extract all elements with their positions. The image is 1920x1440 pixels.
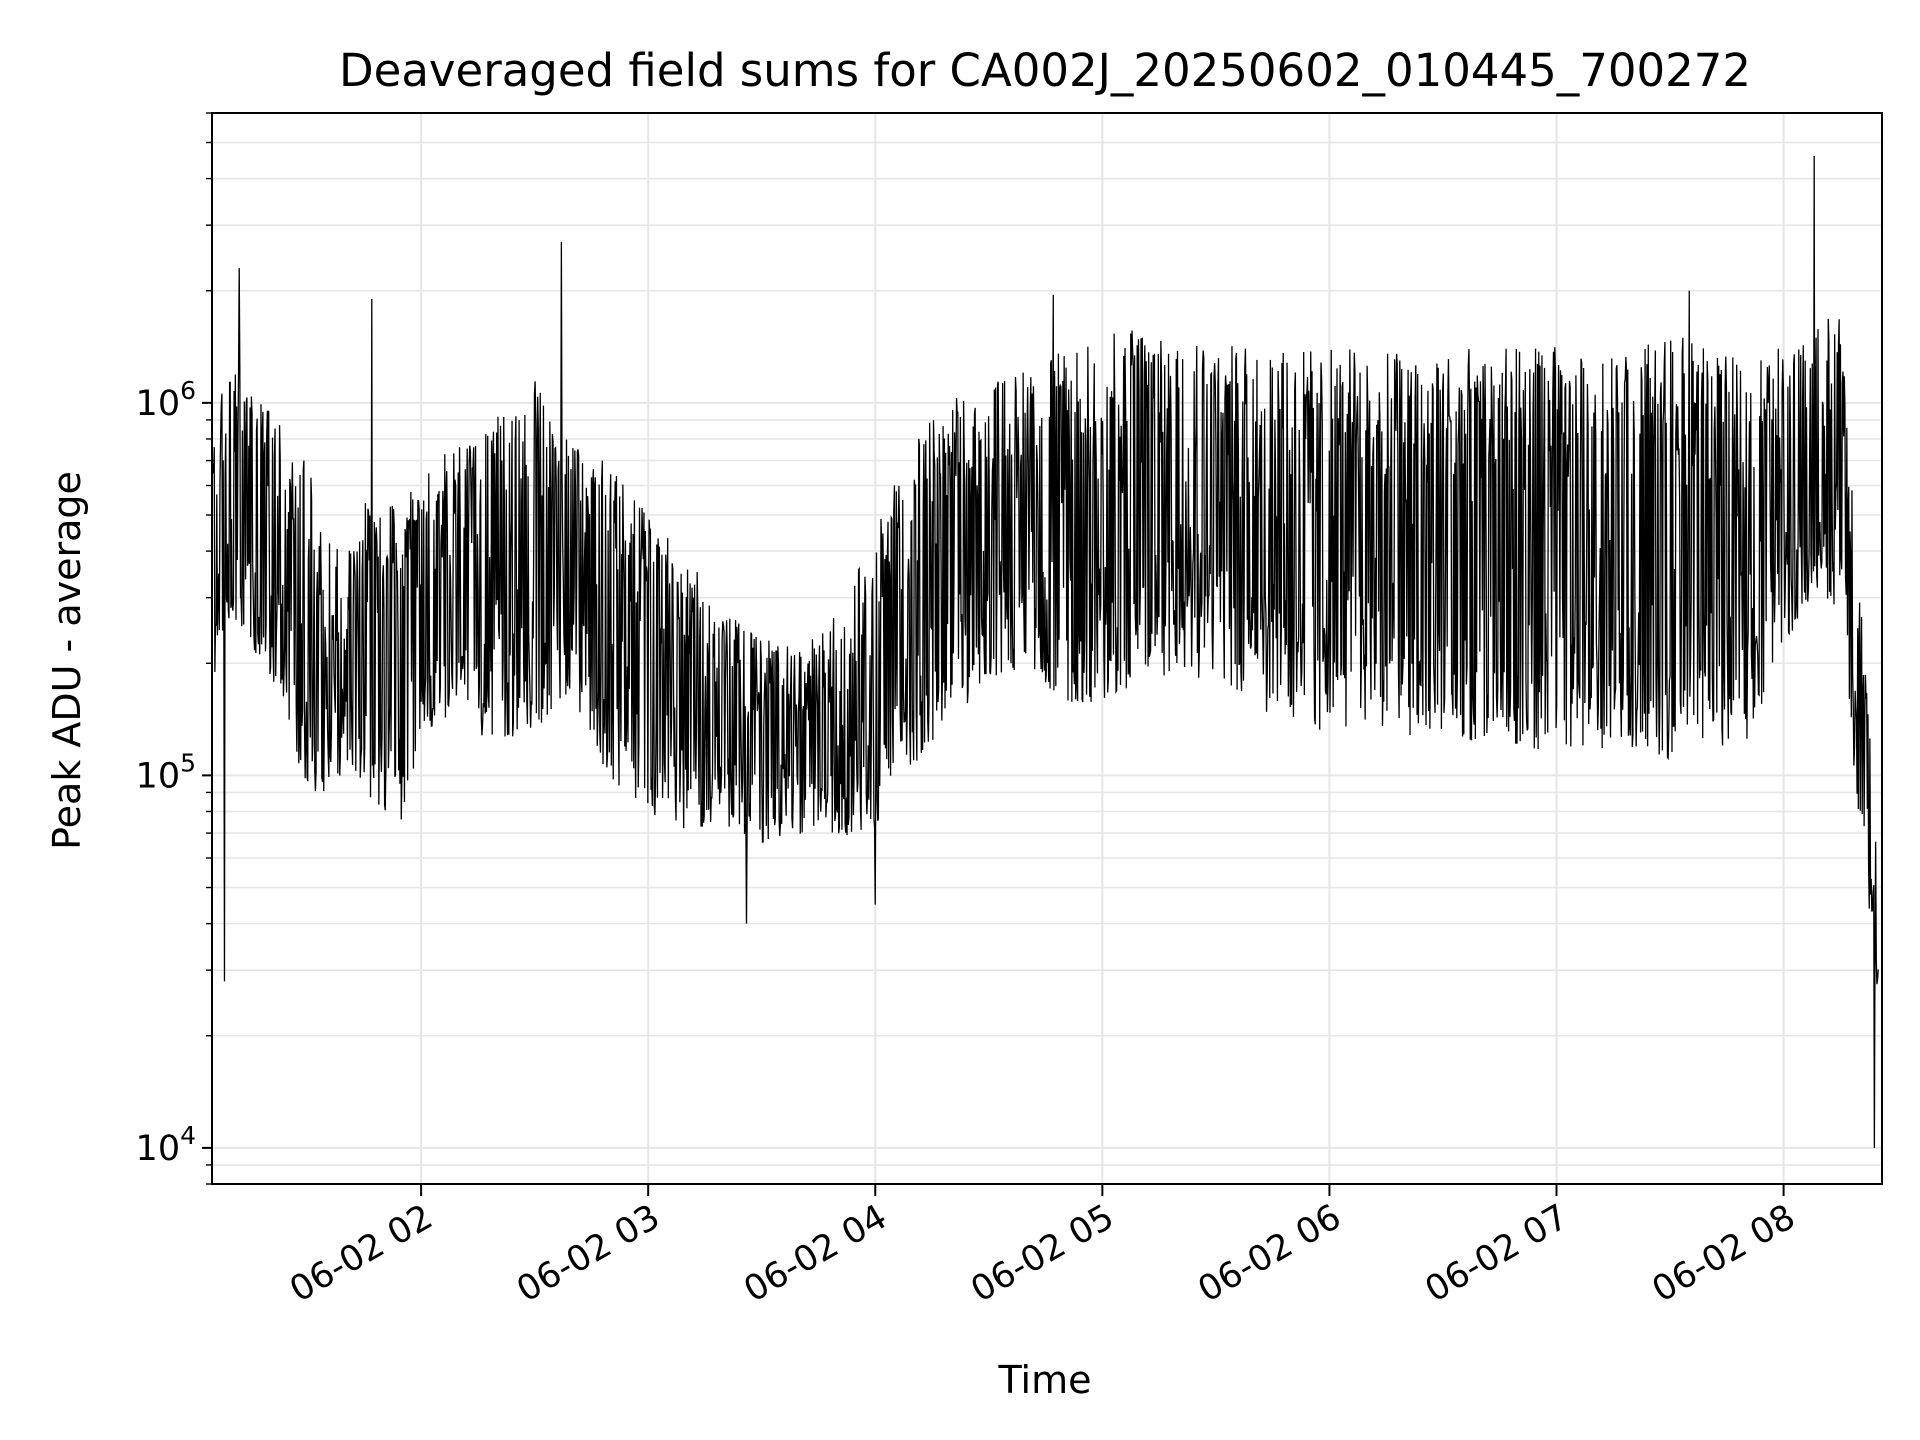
plot-frame — [211, 112, 1883, 1185]
y-axis-label: Peak ADU - average — [45, 471, 89, 850]
data-series — [212, 155, 1879, 1148]
chart-title: Deaveraged field sums for CA002J_2025060… — [339, 44, 1751, 97]
series-line — [212, 155, 1879, 1148]
x-axis-label: Time — [998, 1358, 1092, 1402]
y-tick-label: 106 — [136, 376, 196, 424]
y-tick-label: 105 — [136, 748, 196, 796]
y-tick-label: 104 — [136, 1121, 196, 1169]
